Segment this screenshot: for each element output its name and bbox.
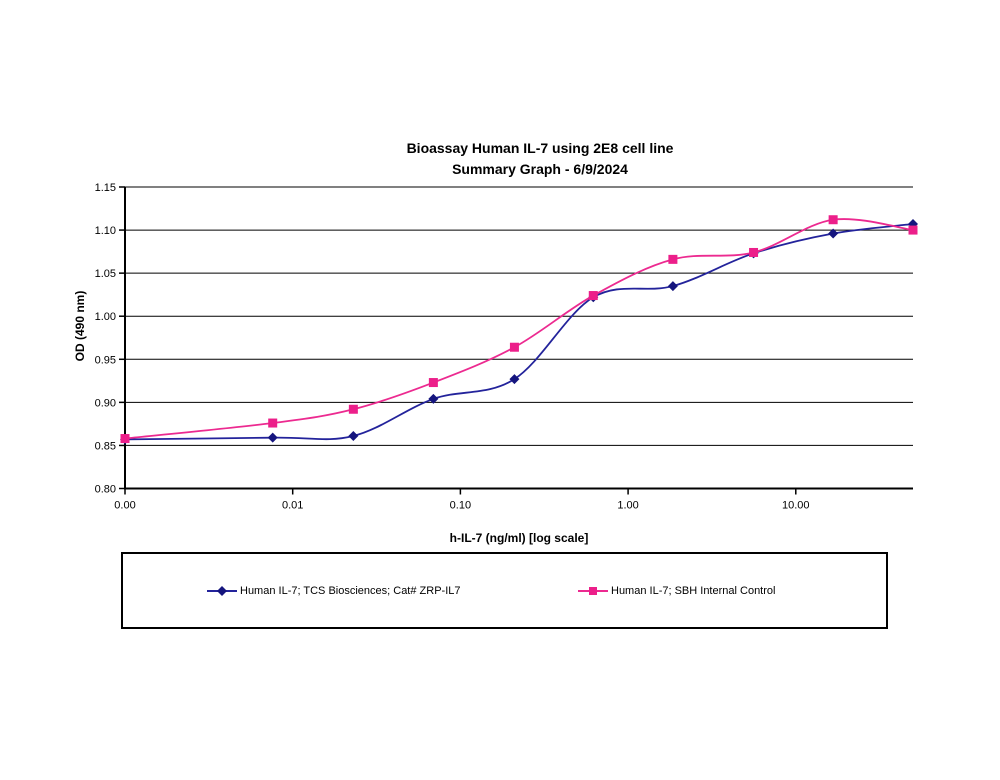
- chart-title-line2: Summary Graph - 6/9/2024: [452, 161, 628, 177]
- data-point-square: [268, 418, 278, 428]
- data-point-square: [428, 378, 438, 388]
- series-line-1: [124, 218, 914, 440]
- legend-box: Human IL-7; TCS Biosciences; Cat# ZRP-IL…: [121, 552, 888, 629]
- legend-entry-sbh: Human IL-7; SBH Internal Control: [578, 585, 775, 597]
- data-point-square: [908, 225, 918, 235]
- x-tick-label: 0.01: [282, 500, 303, 512]
- square-marker-icon: [578, 586, 608, 595]
- data-point-square: [749, 247, 759, 257]
- y-tick-label: 1.15: [95, 182, 116, 194]
- x-tick-label: 0.10: [450, 500, 471, 512]
- y-tick-label: 1.00: [95, 311, 116, 323]
- y-tick-label: 0.95: [95, 354, 116, 366]
- data-point-diamond: [667, 281, 678, 292]
- y-tick-label: 0.80: [95, 484, 116, 496]
- data-point-square: [668, 254, 678, 264]
- y-tick-label: 0.90: [95, 397, 116, 409]
- data-point-square: [120, 434, 130, 444]
- data-point-square: [509, 342, 519, 352]
- y-tick-label: 0.85: [95, 440, 116, 452]
- x-tick-label: 0.00: [114, 500, 135, 512]
- data-point-diamond: [828, 228, 839, 239]
- x-tick-label: 1.00: [617, 500, 638, 512]
- data-point-square: [348, 404, 358, 414]
- legend-entry-tcs: Human IL-7; TCS Biosciences; Cat# ZRP-IL…: [207, 585, 461, 597]
- diamond-marker-icon: [207, 585, 237, 596]
- data-point-diamond: [509, 374, 520, 385]
- y-tick-label: 1.10: [95, 225, 116, 237]
- chart-title: Bioassay Human IL-7 using 2E8 cell line …: [40, 138, 1000, 180]
- legend-label-sbh: Human IL-7; SBH Internal Control: [611, 584, 776, 597]
- data-point-diamond: [348, 430, 359, 441]
- x-axis-title: h-IL-7 (ng/ml) [log scale]: [449, 531, 589, 545]
- data-point-diamond: [267, 432, 278, 443]
- series-line-0: [124, 223, 914, 441]
- y-tick-label: 1.05: [95, 268, 116, 280]
- data-point-square: [588, 291, 598, 301]
- x-tick-label: 10.00: [782, 500, 810, 512]
- data-point-diamond: [428, 393, 439, 404]
- legend-label-tcs: Human IL-7; TCS Biosciences; Cat# ZRP-IL…: [240, 584, 461, 597]
- chart-title-line1: Bioassay Human IL-7 using 2E8 cell line: [406, 140, 674, 156]
- data-point-square: [828, 215, 838, 225]
